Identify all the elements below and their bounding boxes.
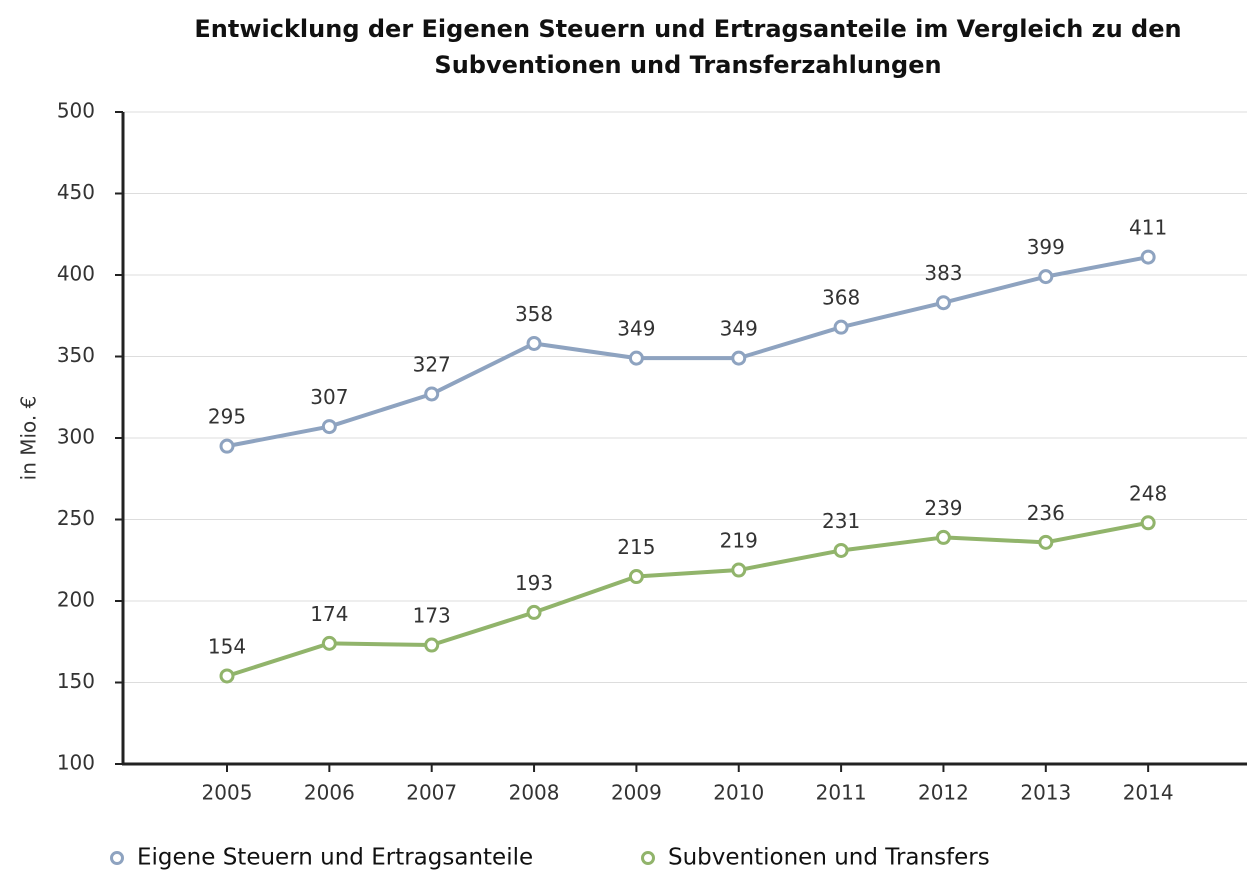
data-label: 368 <box>822 286 860 310</box>
y-tick-label: 250 <box>57 506 95 530</box>
data-label: 173 <box>413 604 451 628</box>
y-tick-label: 300 <box>57 425 95 449</box>
marker <box>731 350 747 366</box>
legend-marker <box>641 851 655 865</box>
x-tick-label: 2012 <box>918 781 969 805</box>
x-tick-label: 2008 <box>509 781 560 805</box>
y-tick-label: 400 <box>57 262 95 286</box>
y-tick-label: 100 <box>57 751 95 775</box>
data-label: 236 <box>1027 501 1065 525</box>
data-label: 327 <box>413 352 451 376</box>
data-label: 307 <box>310 385 348 409</box>
x-tick-label: 2010 <box>713 781 764 805</box>
chart-title: Subventionen und Transferzahlungen <box>434 51 941 79</box>
x-tick-label: 2009 <box>611 781 662 805</box>
marker <box>424 386 440 402</box>
x-tick-label: 2007 <box>406 781 457 805</box>
y-tick-label: 350 <box>57 343 95 367</box>
marker <box>1140 515 1156 531</box>
series-line <box>226 520 1149 678</box>
marker <box>833 542 849 558</box>
data-label: 349 <box>617 317 655 341</box>
marker <box>628 569 644 585</box>
data-label: 295 <box>208 405 246 429</box>
data-label: 349 <box>720 317 758 341</box>
data-label: 358 <box>515 302 553 326</box>
chart-title: Entwicklung der Eigenen Steuern und Ertr… <box>194 15 1181 43</box>
marker <box>833 319 849 335</box>
data-label: 154 <box>208 634 246 658</box>
marker <box>1140 249 1156 265</box>
marker <box>628 350 644 366</box>
x-tick-label: 2014 <box>1123 781 1174 805</box>
data-label: 239 <box>924 496 962 520</box>
legend-label: Subventionen und Transfers <box>668 845 990 871</box>
legend-marker <box>110 851 124 865</box>
y-tick-label: 500 <box>57 99 95 123</box>
marker <box>219 668 235 684</box>
y-axis-label: in Mio. € <box>17 396 41 481</box>
marker <box>1038 269 1054 285</box>
legend-label: Eigene Steuern und Ertragsanteile <box>137 845 533 871</box>
y-tick-label: 450 <box>57 180 95 204</box>
marker <box>424 637 440 653</box>
marker <box>219 438 235 454</box>
marker <box>935 529 951 545</box>
x-tick-label: 2005 <box>202 781 253 805</box>
data-label: 174 <box>310 602 348 626</box>
data-label: 231 <box>822 509 860 533</box>
y-tick-label: 200 <box>57 588 95 612</box>
data-label: 383 <box>924 261 962 285</box>
x-tick-label: 2011 <box>816 781 867 805</box>
marker <box>321 419 337 435</box>
data-label: 215 <box>617 535 655 559</box>
data-label: 399 <box>1027 235 1065 259</box>
marker <box>1038 534 1054 550</box>
data-label: 411 <box>1129 216 1167 240</box>
x-tick-label: 2013 <box>1020 781 1071 805</box>
y-tick-label: 150 <box>57 669 95 693</box>
series-line <box>226 255 1149 449</box>
data-label: 248 <box>1129 481 1167 505</box>
marker <box>526 604 542 620</box>
data-label: 193 <box>515 571 553 595</box>
data-label: 219 <box>720 529 758 553</box>
marker <box>321 635 337 651</box>
marker <box>526 335 542 351</box>
marker <box>935 295 951 311</box>
x-tick-label: 2006 <box>304 781 355 805</box>
marker <box>731 562 747 578</box>
